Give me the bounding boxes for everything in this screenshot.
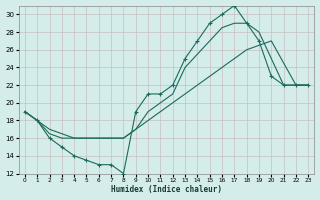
- X-axis label: Humidex (Indice chaleur): Humidex (Indice chaleur): [111, 185, 222, 194]
